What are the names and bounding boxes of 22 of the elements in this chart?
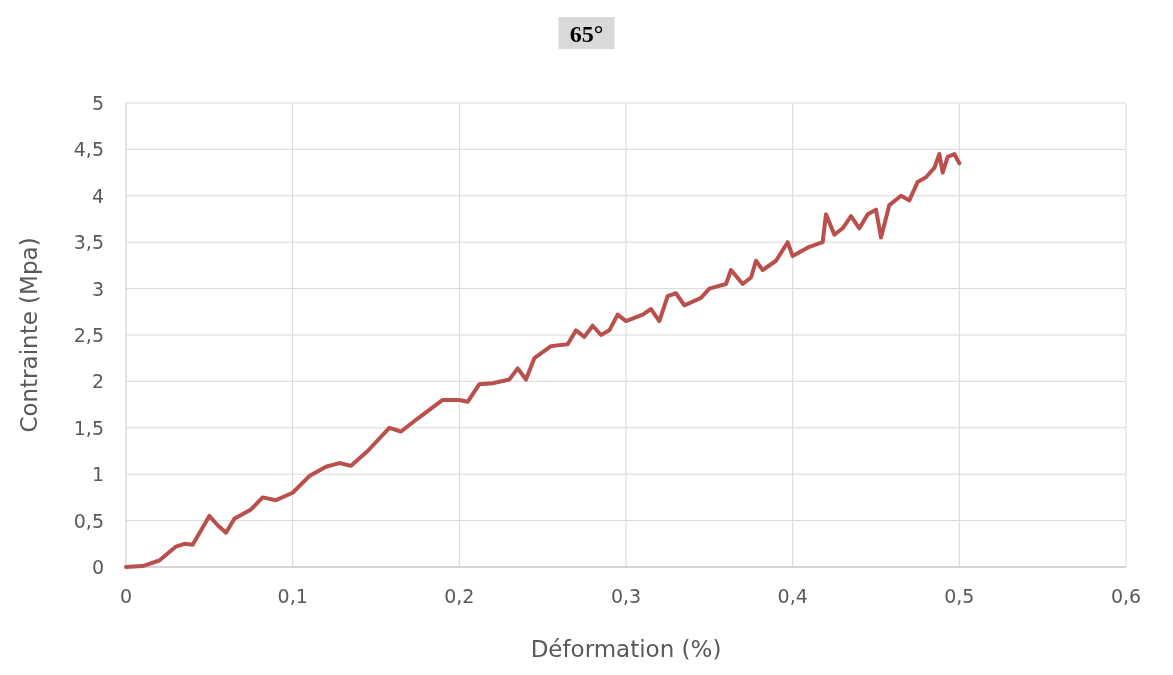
x-tick-label: 0,1 bbox=[277, 585, 308, 607]
y-tick-label: 4 bbox=[91, 184, 104, 207]
y-tick-label: 3 bbox=[91, 277, 104, 300]
y-axis-title: Contrainte (Mpa) bbox=[16, 237, 42, 433]
y-tick-label: 2 bbox=[91, 370, 104, 393]
x-tick-label: 0,4 bbox=[777, 585, 808, 607]
y-tick-label: 2,5 bbox=[73, 324, 104, 346]
chart-title: 65° bbox=[569, 21, 604, 47]
y-tick-label: 4,5 bbox=[73, 138, 104, 161]
x-tick-label: 0,5 bbox=[944, 585, 975, 607]
y-tick-label: 1 bbox=[91, 463, 104, 486]
y-tick-label: 0 bbox=[91, 556, 104, 578]
y-tick-label: 3,5 bbox=[73, 231, 104, 254]
line-series bbox=[124, 152, 962, 569]
y-tick-label: 0,5 bbox=[73, 509, 104, 532]
x-tick-label: 0 bbox=[119, 585, 133, 607]
x-axis-title: Déformation (%) bbox=[530, 636, 722, 662]
x-tick-label: 0,2 bbox=[444, 585, 475, 607]
y-tick-label: 5 bbox=[91, 92, 104, 114]
x-tick-label: 0,6 bbox=[1110, 585, 1142, 607]
x-tick-label: 0,3 bbox=[610, 585, 642, 607]
y-tick-label: 1,5 bbox=[73, 416, 104, 439]
